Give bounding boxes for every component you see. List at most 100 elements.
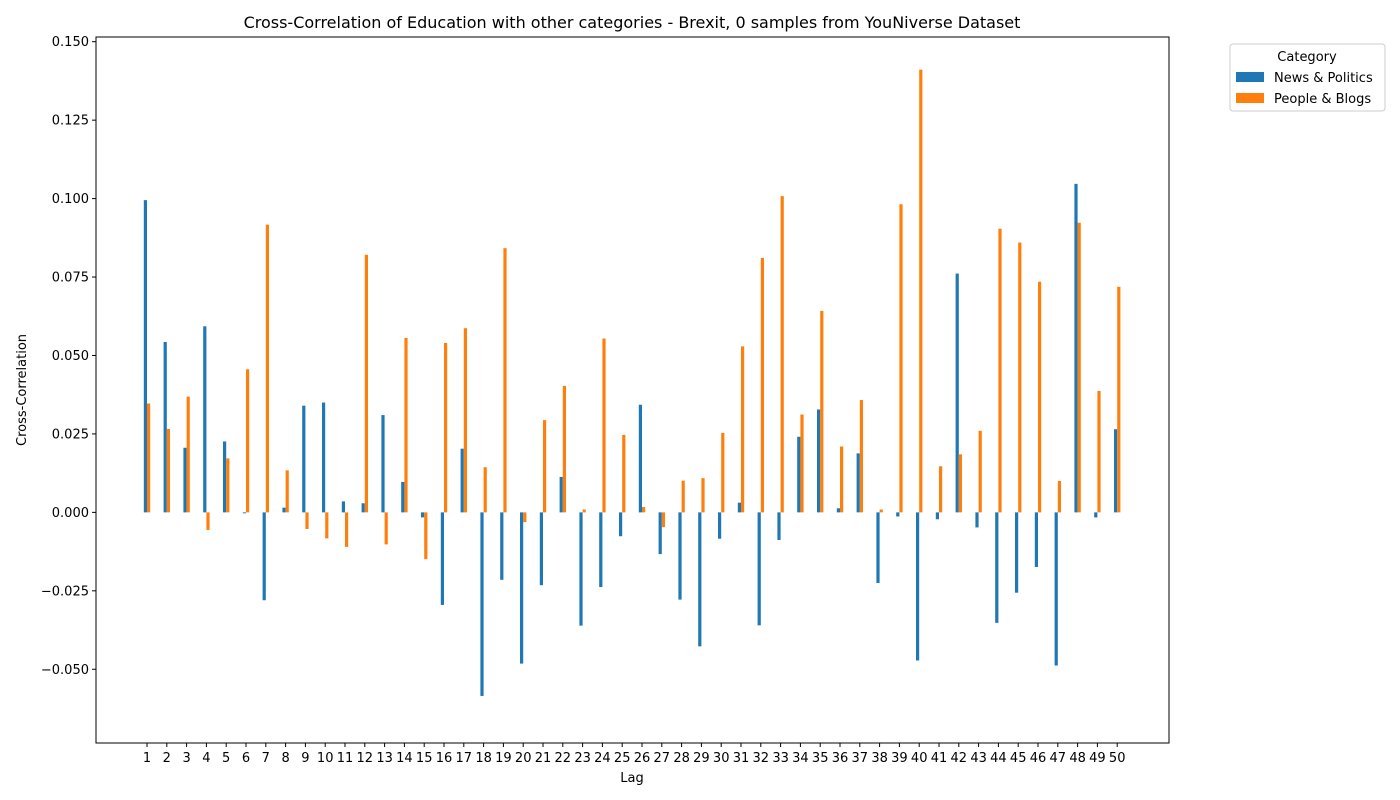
bar-news-politics-lag-3: [183, 447, 187, 513]
bar-news-politics-lag-14: [401, 481, 405, 513]
legend-frame: [1229, 43, 1386, 112]
bar-people-blogs-lag-39: [899, 204, 903, 513]
y-tick-label: 0.125: [52, 114, 89, 129]
bar-news-politics-lag-28: [678, 512, 682, 600]
bar-news-politics-lag-27: [658, 512, 662, 555]
bar-news-politics-lag-44: [995, 512, 999, 623]
bar-news-politics-lag-22: [559, 476, 563, 513]
bar-people-blogs-lag-12: [364, 254, 368, 513]
bar-news-politics-lag-43: [975, 512, 979, 528]
x-tick-label: 24: [594, 751, 611, 766]
bar-people-blogs-lag-36: [840, 446, 844, 513]
bar-people-blogs-lag-15: [424, 512, 428, 560]
x-tick-label: 12: [357, 751, 374, 766]
bar-news-politics-lag-7: [262, 512, 266, 601]
bar-news-politics-lag-49: [1094, 512, 1098, 518]
x-tick-label: 19: [495, 751, 512, 766]
bar-news-politics-lag-46: [1034, 512, 1038, 567]
x-tick-label: 41: [931, 751, 948, 766]
x-tick-label: 42: [951, 751, 968, 766]
bar-news-politics-lag-4: [203, 326, 207, 513]
bar-people-blogs-lag-17: [463, 328, 467, 513]
bar-news-politics-lag-20: [520, 512, 524, 664]
bar-news-politics-lag-48: [1074, 183, 1078, 513]
y-tick-label: −0.050: [41, 663, 89, 678]
bar-people-blogs-lag-27: [661, 512, 665, 528]
x-tick-label: 38: [871, 751, 888, 766]
bar-news-politics-lag-40: [916, 512, 920, 661]
bar-people-blogs-lag-7: [265, 224, 269, 513]
bar-news-politics-lag-21: [539, 512, 543, 586]
bar-news-politics-lag-41: [935, 512, 939, 520]
bar-news-politics-lag-30: [718, 512, 722, 539]
bar-people-blogs-lag-8: [285, 470, 289, 513]
bar-news-politics-lag-18: [480, 512, 484, 696]
x-tick-label: 22: [555, 751, 572, 766]
bar-people-blogs-lag-48: [1077, 222, 1081, 513]
bar-news-politics-lag-45: [1015, 512, 1019, 593]
bar-people-blogs-lag-28: [681, 480, 685, 513]
bar-people-blogs-lag-19: [503, 248, 507, 513]
x-tick-label: 39: [891, 751, 908, 766]
bar-people-blogs-lag-2: [166, 428, 170, 513]
x-tick-label: 47: [1050, 751, 1067, 766]
bar-news-politics-lag-2: [163, 341, 167, 513]
x-tick-label: 25: [614, 751, 631, 766]
bar-news-politics-lag-36: [836, 508, 840, 513]
x-tick-label: 6: [242, 751, 250, 766]
x-tick-label: 49: [1089, 751, 1106, 766]
x-axis: 1 2 3 4 5 6 7 8 9 10 11 12 13 14 15 16 17 18 19 20 21 22 23 24 2…: [143, 743, 1125, 766]
bar-news-politics-lag-16: [440, 512, 444, 605]
y-tick-label: 0.000: [52, 506, 89, 521]
x-tick-label: 40: [911, 751, 928, 766]
bar-people-blogs-lag-33: [780, 196, 784, 513]
bar-people-blogs-lag-20: [523, 512, 527, 523]
legend-title: Category: [1277, 50, 1337, 65]
x-tick-label: 35: [812, 751, 829, 766]
x-tick-label: 14: [396, 751, 413, 766]
x-tick-label: 31: [733, 751, 750, 766]
legend-label-news-politics: News & Politics: [1274, 71, 1373, 86]
bar-people-blogs-lag-47: [1057, 481, 1061, 513]
legend-label-people-blogs: People & Blogs: [1274, 92, 1371, 107]
y-tick-label: 0.100: [52, 192, 89, 207]
bar-people-blogs-lag-22: [562, 385, 566, 513]
x-tick-label: 11: [337, 751, 354, 766]
bar-news-politics-lag-42: [955, 273, 959, 513]
bars-layer: [143, 69, 1121, 696]
bar-news-politics-lag-35: [817, 409, 821, 513]
x-tick-label: 21: [535, 751, 552, 766]
bar-people-blogs-lag-32: [760, 257, 764, 513]
bar-news-politics-lag-12: [361, 503, 365, 513]
bar-people-blogs-lag-37: [859, 400, 863, 513]
bar-news-politics-lag-11: [341, 501, 345, 513]
x-tick-label: 10: [317, 751, 334, 766]
bar-news-politics-lag-23: [579, 512, 583, 626]
x-tick-label: 13: [376, 751, 393, 766]
bar-news-politics-lag-5: [223, 441, 227, 513]
chart-title: Cross-Correlation of Education with othe…: [244, 13, 1021, 32]
y-tick-label: 0.050: [52, 349, 89, 364]
bar-people-blogs-lag-3: [186, 396, 190, 513]
x-tick-label: 2: [163, 751, 171, 766]
y-tick-label: 0.075: [52, 271, 89, 286]
bar-news-politics-lag-1: [143, 200, 147, 513]
y-axis-label: Cross-Correlation: [15, 334, 30, 446]
y-tick-label: −0.025: [41, 584, 89, 599]
bar-people-blogs-lag-9: [305, 512, 309, 529]
legend: Category News & Politics People & Blogs: [1229, 43, 1386, 112]
x-tick-label: 48: [1069, 751, 1086, 766]
bar-news-politics-lag-15: [421, 512, 425, 518]
bar-news-politics-lag-26: [638, 404, 642, 513]
bar-people-blogs-lag-10: [325, 512, 329, 539]
bar-news-politics-lag-13: [381, 415, 385, 513]
bar-news-politics-lag-47: [1054, 512, 1058, 666]
bar-people-blogs-lag-13: [384, 512, 388, 545]
plot-frame: [95, 36, 1170, 744]
x-tick-label: 44: [990, 751, 1007, 766]
bar-people-blogs-lag-31: [741, 346, 745, 513]
bar-people-blogs-lag-40: [919, 69, 923, 513]
x-tick-label: 17: [456, 751, 473, 766]
bar-people-blogs-lag-25: [622, 434, 626, 513]
x-tick-label: 36: [832, 751, 849, 766]
